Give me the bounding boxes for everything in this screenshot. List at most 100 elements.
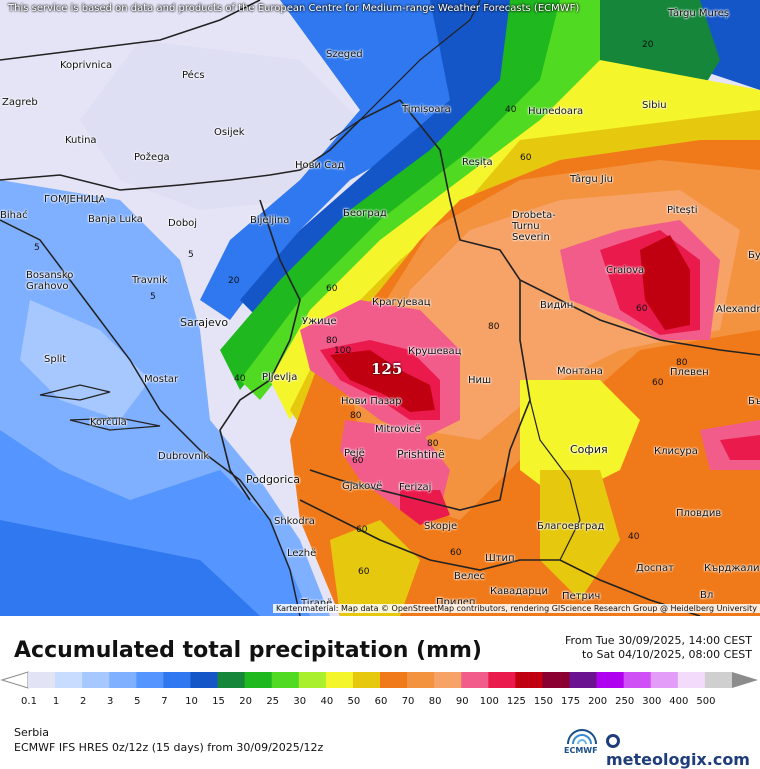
legend-label: 7 [161, 696, 168, 707]
legend-swatch [163, 672, 191, 688]
city-label: Монтана [557, 366, 603, 377]
city-label: Korčula [90, 417, 127, 428]
legend-bar [0, 671, 758, 689]
legend-swatch [55, 672, 83, 688]
legend-label: 100 [479, 696, 499, 707]
legend-label: 70 [401, 696, 415, 707]
legend-swatch [650, 672, 679, 688]
city-label: Кавадарци [490, 586, 548, 597]
city-label: Lezhë [287, 548, 317, 559]
contour-label: 80 [350, 411, 362, 421]
contour-label: 40 [234, 374, 246, 384]
legend-swatch [217, 672, 246, 688]
city-label: Skopje [424, 521, 458, 532]
precipitation-map: This service is based on data and produc… [0, 0, 760, 616]
city-label: Mostar [144, 374, 179, 385]
city-label: Szeged [326, 49, 363, 60]
contour-label: 5 [150, 292, 156, 302]
legend-swatch [623, 672, 652, 688]
contour-label: 5 [34, 243, 40, 253]
city-label: Craiova [606, 265, 645, 276]
city-label: Reșița [462, 157, 493, 168]
city-label: Alexandria [716, 304, 760, 315]
contour-label: 60 [326, 284, 338, 294]
city-label: Петрич [562, 591, 601, 602]
city-label: Pejë [344, 448, 365, 459]
city-label: Prishtinë [397, 448, 445, 461]
city-label: Tiranë [301, 598, 332, 609]
legend-swatch [434, 672, 462, 688]
city-label: Плевен [670, 367, 709, 378]
period-to: to Sat 04/10/2025, 08:00 CEST [582, 648, 752, 661]
city-label: Osijek [214, 127, 245, 138]
city-label: Штип [485, 553, 515, 564]
map-canvas [0, 0, 760, 616]
ecmwf-logo-icon [562, 728, 602, 756]
contour-label: 60 [652, 378, 664, 388]
model-info: ECMWF IFS HRES 0z/12z (15 days) from 30/… [14, 741, 324, 754]
legend-label: 30 [293, 696, 307, 707]
city-label: Timișoara [402, 104, 451, 115]
contour-label: 100 [334, 346, 352, 356]
meteologix-brand[interactable]: meteologix.com [606, 731, 760, 769]
legend-swatch [352, 672, 381, 688]
legend-swatch [82, 672, 110, 688]
city-label: Sibiu [642, 100, 667, 111]
city-label: Požega [134, 152, 170, 163]
legend-label: 500 [696, 696, 716, 707]
city-label: ГОМЈЕНИЦА [44, 194, 106, 205]
legend-swatch [28, 672, 56, 688]
legend-label: 125 [506, 696, 526, 707]
contour-label: 80 [326, 336, 338, 346]
city-label: Pljevlja [262, 372, 298, 383]
city-label: Drobeta-Turnu Severin [512, 210, 556, 243]
contour-label: 40 [628, 532, 640, 542]
legend-label: 3 [107, 696, 114, 707]
contour-label: 20 [642, 40, 654, 50]
legend-label: 0.1 [21, 696, 37, 707]
contour-label: 60 [636, 304, 648, 314]
city-label: Dubrovnik [158, 451, 210, 462]
region-name: Serbia [14, 726, 50, 739]
chart-title: Accumulated total precipitation (mm) [14, 638, 482, 663]
city-label: Podgorica [246, 473, 301, 486]
city-label: Banja Luka [88, 214, 143, 225]
legend-label: 60 [374, 696, 388, 707]
period-from: From Tue 30/09/2025, 14:00 CEST [565, 634, 752, 647]
city-label: Kutina [65, 135, 97, 146]
legend-arrow-left [0, 671, 29, 689]
city-label: Ferizaj [399, 482, 432, 493]
city-label: Клисура [654, 446, 698, 457]
city-label: Pécs [182, 70, 205, 81]
city-label: Бъ [748, 396, 760, 407]
ecmwf-logo-text: ECMWF [564, 746, 598, 755]
city-label: Târgu Mureș [668, 8, 730, 19]
legend-arrow-right [732, 672, 758, 688]
legend-swatch [704, 672, 733, 688]
legend-swatch [190, 672, 219, 688]
city-label: Târgu Jiu [570, 174, 613, 185]
legend-swatch [407, 672, 435, 688]
city-label: Вл [700, 590, 714, 601]
legend-label: 40 [320, 696, 334, 707]
contour-label: 80 [676, 358, 688, 368]
contour-label: 80 [427, 439, 439, 449]
legend-label: 80 [428, 696, 442, 707]
city-label: Благоевград [537, 521, 605, 532]
contour-label: 60 [356, 525, 368, 535]
legend-label: 25 [266, 696, 280, 707]
legend-label: 150 [533, 696, 553, 707]
legend-swatch [298, 672, 327, 688]
city-label: Ужице [302, 316, 337, 327]
legend-label: 300 [642, 696, 662, 707]
legend-label: 90 [455, 696, 469, 707]
legend-swatch [325, 672, 354, 688]
city-label: Пловдив [676, 508, 722, 519]
legend-label: 10 [185, 696, 198, 707]
legend-swatch [136, 672, 164, 688]
legend-label: 2 [79, 696, 87, 707]
legend-label: 15 [212, 696, 225, 707]
legend-swatch [244, 672, 273, 688]
legend-label: 400 [669, 696, 689, 707]
city-label: Split [44, 354, 67, 365]
